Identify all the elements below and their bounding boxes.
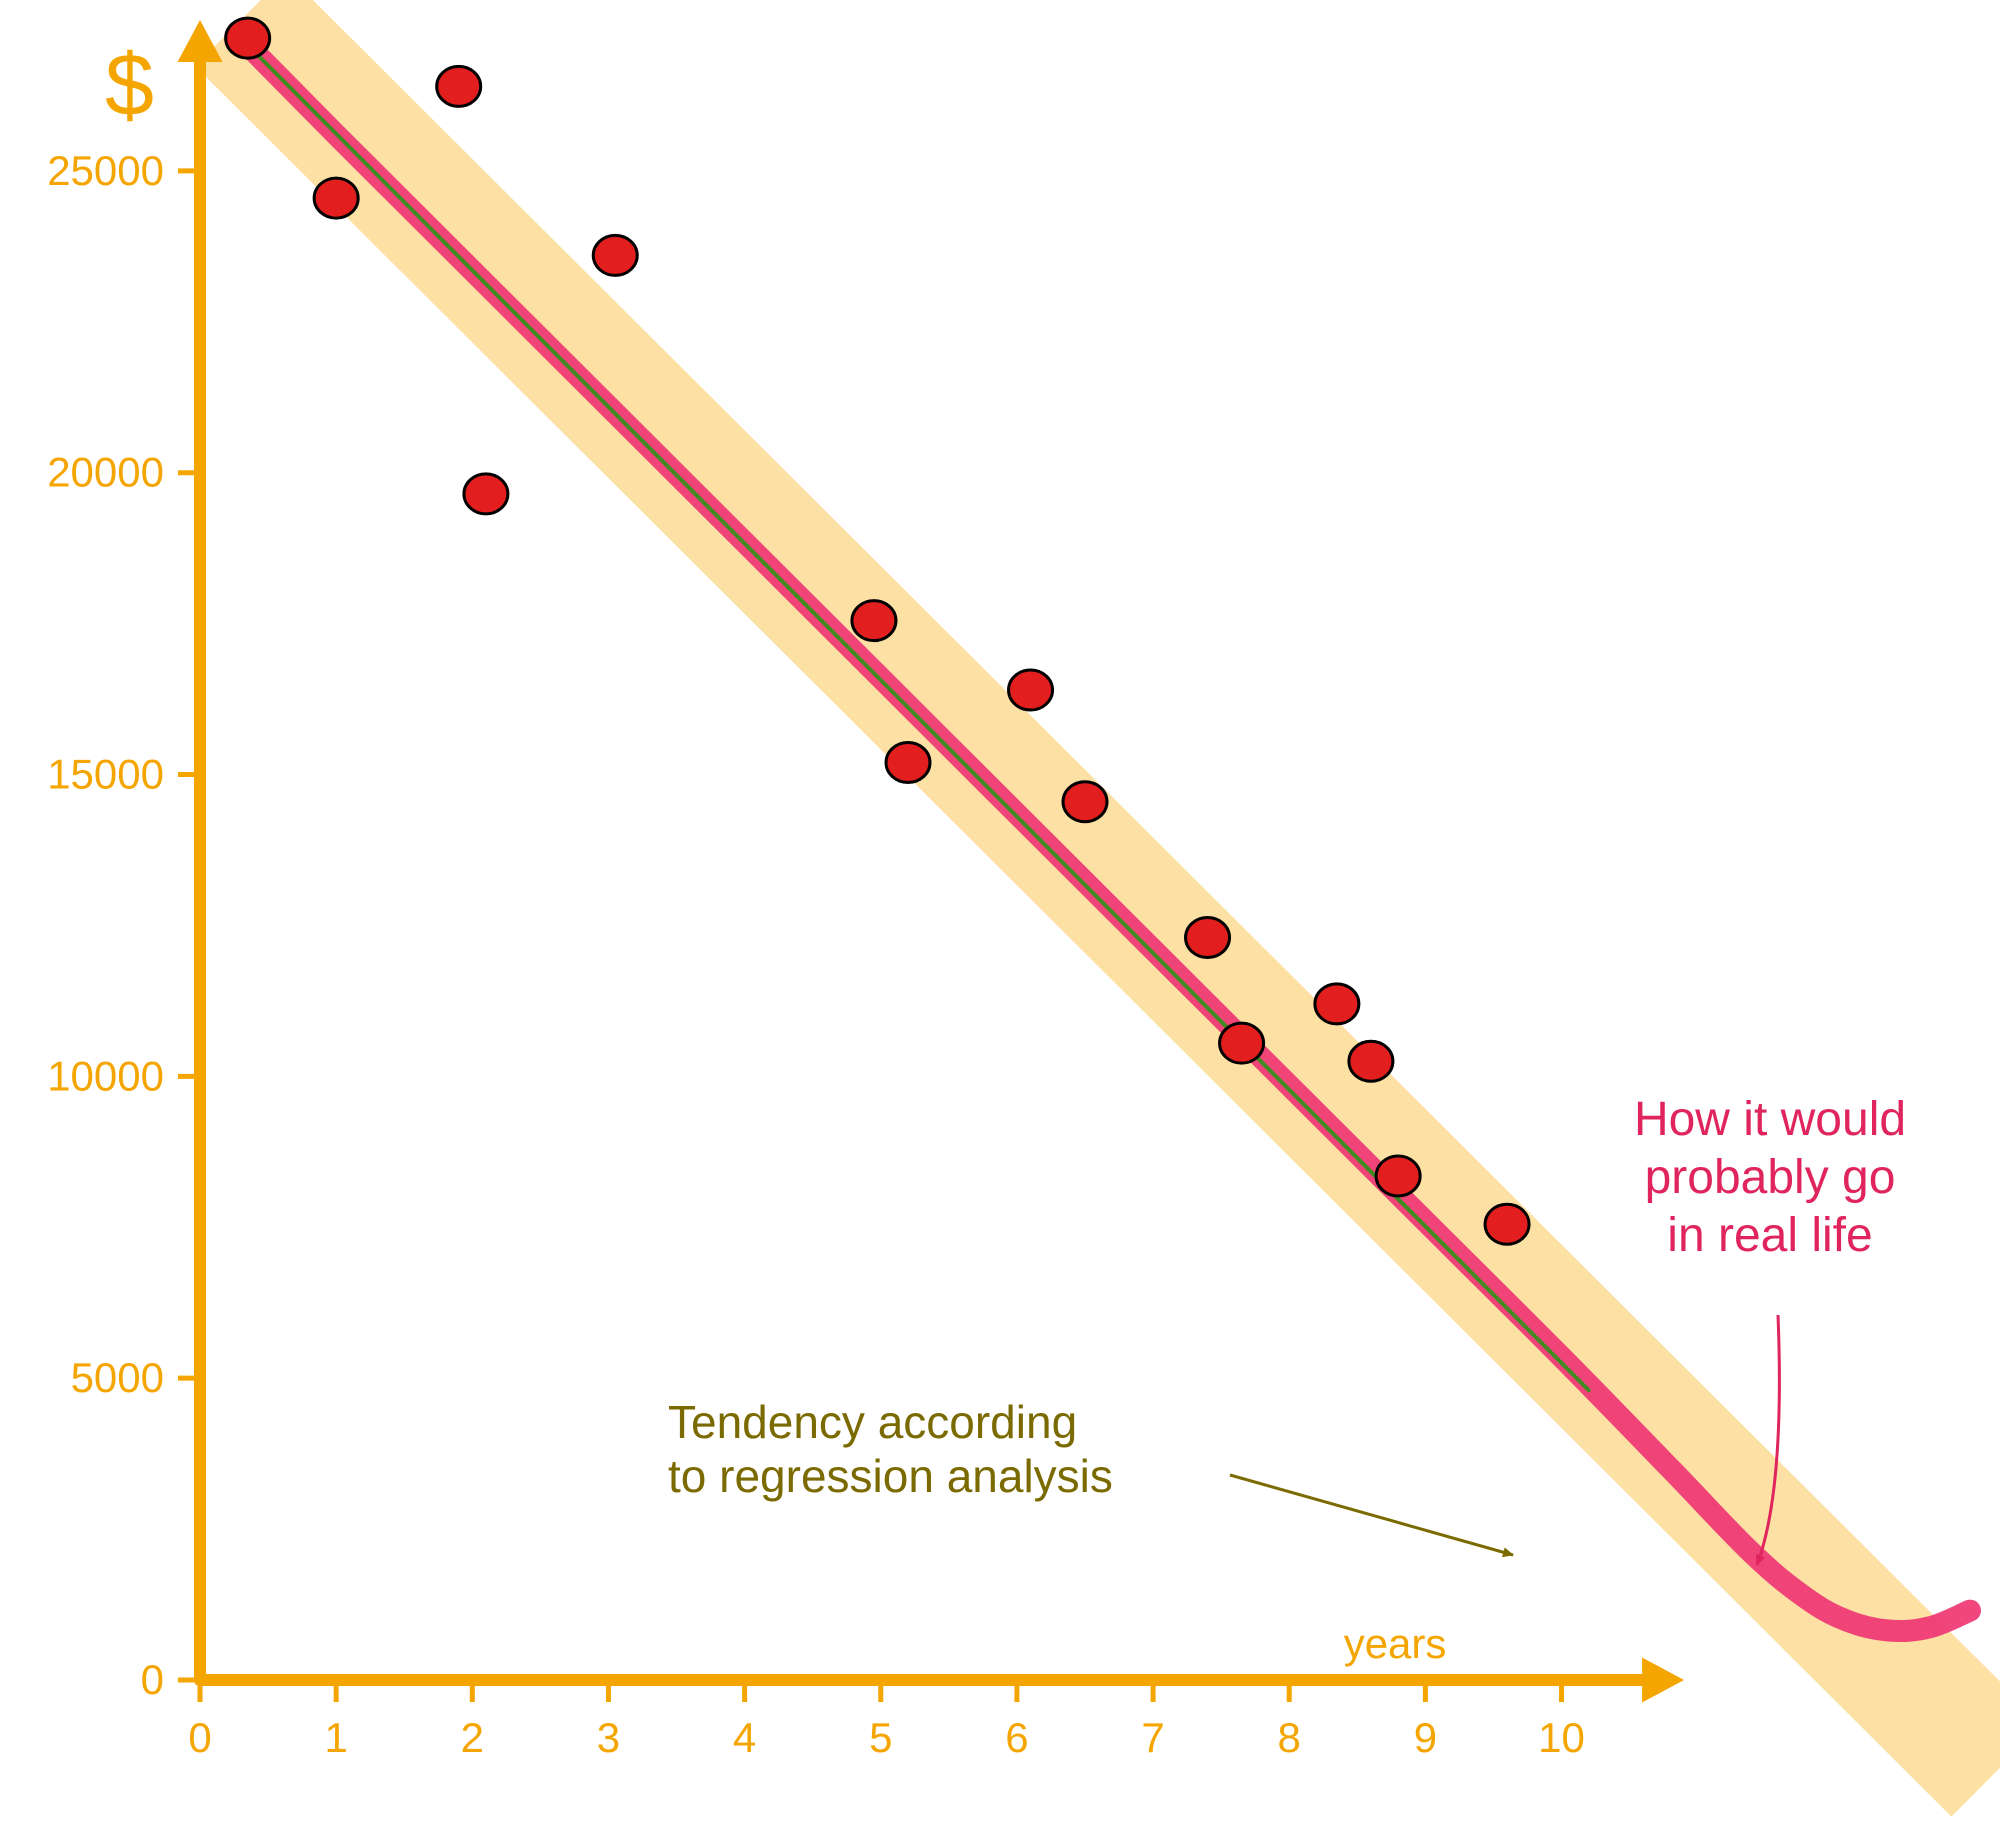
- x-axis-label: years: [1344, 1620, 1447, 1667]
- annotation-arrow: [1230, 1475, 1513, 1555]
- annotation-text: in real life: [1667, 1209, 1872, 1262]
- data-point: [314, 178, 358, 218]
- x-tick-label: 8: [1278, 1714, 1301, 1761]
- y-axis-label: $: [105, 35, 154, 134]
- data-point: [437, 66, 481, 106]
- data-point: [1009, 670, 1053, 710]
- y-tick-label: 25000: [47, 147, 164, 194]
- chart-svg: 0 1 2 3 4 5 6 7 8 9 10 years 0 5000 10000 15000 20000 250…: [0, 0, 2000, 1827]
- annotation-text: Tendency according: [668, 1396, 1077, 1448]
- x-tick-label: 1: [324, 1714, 347, 1761]
- x-tick-label: 0: [188, 1714, 211, 1761]
- data-point: [852, 601, 896, 641]
- y-tick-label: 10000: [47, 1052, 164, 1099]
- annotation-text: How it would: [1634, 1093, 1906, 1146]
- annotation-text: to regression analysis: [668, 1450, 1113, 1502]
- depreciation-chart: 0 1 2 3 4 5 6 7 8 9 10 years 0 5000 10000 15000 20000 250…: [0, 0, 2000, 1827]
- data-point: [593, 235, 637, 275]
- data-point: [886, 742, 930, 782]
- y-tick-label: 15000: [47, 751, 164, 798]
- annotation-text: probably go: [1645, 1151, 1896, 1204]
- data-point: [226, 18, 270, 58]
- x-tick-label: 2: [461, 1714, 484, 1761]
- x-tick-label: 9: [1414, 1714, 1437, 1761]
- y-axis-arrow: [178, 20, 223, 62]
- data-point: [1485, 1204, 1529, 1244]
- x-tick-label: 10: [1538, 1714, 1585, 1761]
- data-point: [1220, 1023, 1264, 1063]
- annotation-regression: Tendency accordingto regression analysis: [668, 1396, 1513, 1555]
- data-point: [1349, 1041, 1393, 1081]
- y-tick-label: 0: [141, 1656, 164, 1703]
- y-tick-label: 20000: [47, 449, 164, 496]
- x-tick-label: 6: [1005, 1714, 1028, 1761]
- data-point: [1376, 1156, 1420, 1196]
- x-axis-arrow: [1642, 1658, 1684, 1703]
- x-tick-label: 4: [733, 1714, 756, 1761]
- x-tick-label: 3: [597, 1714, 620, 1761]
- data-point: [464, 474, 508, 514]
- x-tick-label: 5: [869, 1714, 892, 1761]
- data-point: [1063, 782, 1107, 822]
- data-point: [1315, 984, 1359, 1024]
- x-tick-label: 7: [1141, 1714, 1164, 1761]
- data-point: [1186, 918, 1230, 958]
- y-tick-label: 5000: [71, 1354, 164, 1401]
- regression-band: [241, 20, 1997, 1771]
